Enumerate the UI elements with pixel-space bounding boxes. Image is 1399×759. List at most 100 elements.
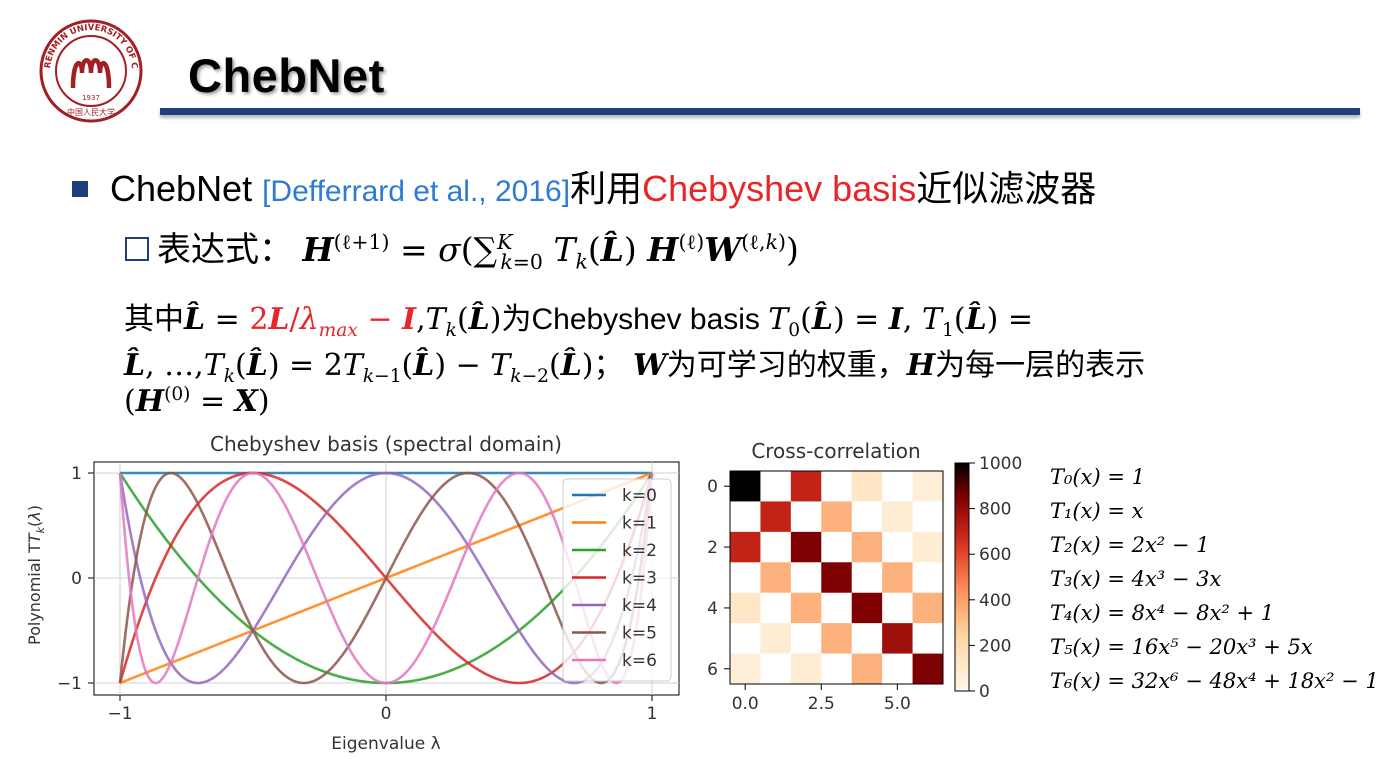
x-axis-label: Eigenvalue λ xyxy=(331,734,440,754)
heatmap-cell xyxy=(851,501,883,533)
y-tick-label: −1 xyxy=(57,674,82,694)
heatmap-cell xyxy=(882,592,914,624)
title-divider xyxy=(160,108,1360,115)
heatmap-cell xyxy=(760,653,792,685)
legend-label: k=6 xyxy=(622,651,657,671)
h0-def: (H(0) = X) xyxy=(124,384,270,419)
heatmap-cell xyxy=(821,592,853,624)
t0-t1-def: T0(L̂) = I, T1(L̂) = xyxy=(768,302,1034,341)
university-logo: RENMIN UNIVERSITY OF CHINA 1937 中国人民大学 xyxy=(34,11,144,124)
heatmap-cell xyxy=(912,531,944,563)
heatmap-cell xyxy=(851,653,883,685)
heatmap-cell xyxy=(790,562,822,594)
para-mid1: 为Chebyshev basis xyxy=(501,303,769,336)
laplacian-def: L̂ = 2L/λmax − I,Tk(L̂) xyxy=(184,302,502,341)
heatmap-cell xyxy=(851,623,883,655)
y-tick-label: 1 xyxy=(71,464,82,484)
main-formula: H(ℓ+1) = σ(∑Kk=0 Tk(L̂) H(ℓ)W(ℓ,k)) xyxy=(302,230,799,274)
heatmap-cell xyxy=(821,623,853,655)
paragraph-line-1: 其中L̂ = 2L/λmax − I,Tk(L̂)为Chebyshev basi… xyxy=(124,294,1033,341)
bullet1-lead: ChebNet xyxy=(110,168,263,209)
equation-t5: T₅(x) = 16x⁵ − 20x³ + 5x xyxy=(1050,635,1313,659)
legend-label: k=5 xyxy=(622,624,657,644)
legend-box xyxy=(562,478,672,682)
colorbar-tick-label: 800 xyxy=(979,500,1011,520)
series-line-k=4 xyxy=(118,471,654,685)
bullet1-highlight: Chebyshev basis xyxy=(642,168,917,209)
slide-title: ChebNet xyxy=(188,49,385,102)
svg-text:中国人民大学: 中国人民大学 xyxy=(67,107,115,117)
equation-t3: T₃(x) = 4x³ − 3x xyxy=(1050,567,1222,591)
heatmap-cell xyxy=(730,501,761,533)
heatmap-cell xyxy=(730,471,761,502)
expression-label: 表达式： xyxy=(157,231,293,269)
heatmap-cell xyxy=(851,562,883,594)
heatmap-cell xyxy=(821,562,853,594)
chart-title: Chebyshev basis (spectral domain) xyxy=(210,432,562,456)
heatmap-cell xyxy=(730,592,761,624)
heatmap-cell xyxy=(760,501,792,533)
heatmap-cell xyxy=(821,531,853,563)
heatmap-title: Cross-correlation xyxy=(751,439,920,463)
bullet1-mid: 利用 xyxy=(570,168,643,209)
bullet-expression: 表达式： H(ℓ+1) = σ(∑Kk=0 Tk(L̂) H(ℓ)W(ℓ,k)) xyxy=(125,222,799,274)
heatmap-cell xyxy=(912,623,944,655)
x-tick-label: 1 xyxy=(647,704,658,724)
bullet-square-icon xyxy=(72,181,88,197)
heatmap-cell xyxy=(821,653,853,685)
equation-t0: T₀(x) = 1 xyxy=(1050,465,1145,489)
heatmap-cell xyxy=(760,592,792,624)
equation-t1: T₁(x) = x xyxy=(1050,499,1144,523)
citation-link[interactable]: [Defferrard et al., 2016] xyxy=(262,175,571,208)
heatmap-y-tick-label: 0 xyxy=(707,477,718,497)
heatmap-cell xyxy=(790,623,822,655)
heatmap-y-tick-label: 2 xyxy=(707,538,718,558)
colorbar-tick-label: 600 xyxy=(979,545,1011,565)
heatmap-cell xyxy=(821,471,853,502)
heatmap-cell xyxy=(851,531,883,563)
heatmap-cell xyxy=(912,592,944,624)
legend-label: k=4 xyxy=(622,596,657,616)
y-axis-label: Polynomial TTk(λ) xyxy=(25,505,47,645)
colorbar-tick-label: 400 xyxy=(979,591,1011,611)
heatmap-cell xyxy=(730,531,761,563)
equation-t4: T₄(x) = 8x⁴ − 8x² + 1 xyxy=(1050,601,1275,625)
heatmap-cell xyxy=(790,501,822,533)
heatmap-x-tick-label: 2.5 xyxy=(808,694,835,714)
colorbar-tick-label: 1000 xyxy=(979,454,1022,474)
heatmap-cell xyxy=(882,531,914,563)
chebyshev-basis-chart: Chebyshev basis (spectral domain) −1 0 1 1 0… xyxy=(25,432,680,754)
legend-label: k=0 xyxy=(622,486,657,506)
y-tick-label: 0 xyxy=(71,569,82,589)
equation-t2: T₂(x) = 2x² − 1 xyxy=(1050,533,1210,557)
heatmap-y-tick-label: 6 xyxy=(707,660,718,680)
heatmap-frame xyxy=(729,470,944,685)
equation-t6: T₆(x) = 32x⁶ − 48x⁴ + 18x² − 1 xyxy=(1050,669,1379,693)
legend-label: k=3 xyxy=(622,569,657,589)
chebyshev-equations: T₀(x) = 1 T₁(x) = x T₂(x) = 2x² − 1 T₃(x… xyxy=(1050,460,1379,698)
heatmap-cell xyxy=(790,471,822,502)
heatmap-cell xyxy=(760,562,792,594)
heatmap-cell xyxy=(882,471,914,502)
bullet1-tail: 近似滤波器 xyxy=(916,168,1097,209)
colorbar xyxy=(954,462,970,692)
heatmap-cell xyxy=(821,501,853,533)
heatmap-x-tick-label: 5.0 xyxy=(884,694,911,714)
heatmap-cell xyxy=(851,592,883,624)
cross-correlation-heatmap: Cross-correlation 0 2 4 6 0.0 2.5 5.0 1000 800 6… xyxy=(707,439,1022,714)
para-prefix: 其中 xyxy=(124,303,184,336)
heatmap-cell xyxy=(790,531,822,563)
heatmap-cell xyxy=(790,592,822,624)
x-tick-label: 0 xyxy=(381,704,392,724)
heatmap-y-tick-label: 4 xyxy=(707,599,718,619)
paragraph-line-3: (H(0) = X) xyxy=(124,384,270,419)
para-line2-tail: 为每一层的表示 xyxy=(935,349,1146,382)
h-symbol: H xyxy=(906,348,936,383)
heatmap-cell xyxy=(912,653,944,685)
para-line2-mid: 为可学习的权重， xyxy=(666,349,907,382)
hollow-square-icon xyxy=(125,237,149,261)
heatmap-cell xyxy=(912,471,944,502)
heatmap-cell xyxy=(882,562,914,594)
colorbar-tick-label: 200 xyxy=(979,636,1011,656)
heatmap-cell xyxy=(912,501,944,533)
